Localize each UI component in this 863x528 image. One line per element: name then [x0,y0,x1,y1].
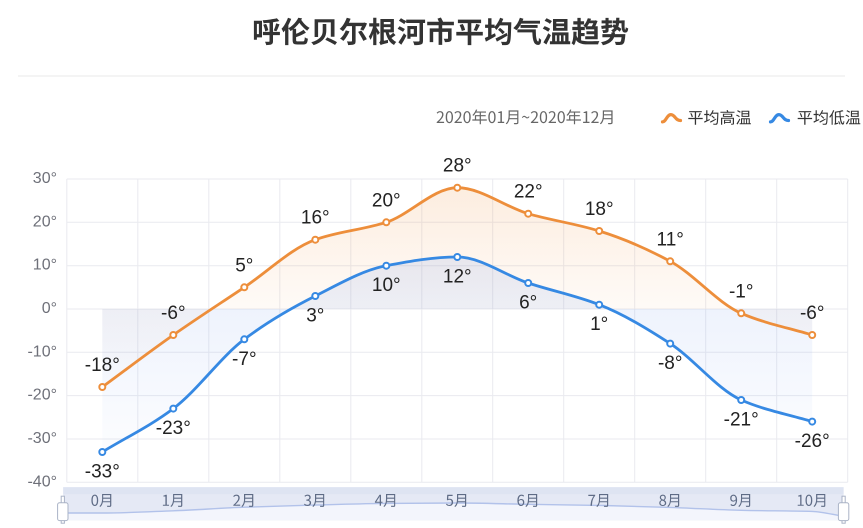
svg-text:1°: 1° [590,314,608,335]
svg-text:-1°: -1° [729,281,754,302]
svg-text:-10°: -10° [27,343,57,360]
svg-text:10°: 10° [372,275,401,296]
svg-text:28°: 28° [443,156,472,177]
svg-text:-8°: -8° [658,353,683,374]
svg-text:-6°: -6° [161,303,186,324]
svg-text:-30°: -30° [27,430,57,447]
svg-text:10°: 10° [33,257,57,274]
svg-text:20°: 20° [372,190,401,211]
svg-text:-18°: -18° [85,355,120,376]
svg-text:30°: 30° [33,170,57,187]
svg-text:-21°: -21° [724,410,759,431]
svg-text:-20°: -20° [27,387,57,404]
svg-text:18°: 18° [585,199,614,220]
svg-text:20°: 20° [33,213,57,230]
svg-text:12°: 12° [443,267,472,288]
svg-text:6°: 6° [519,293,537,314]
svg-text:22°: 22° [514,182,543,203]
svg-text:-33°: -33° [85,462,120,483]
svg-text:16°: 16° [301,208,330,229]
svg-text:3°: 3° [306,306,324,327]
svg-text:-23°: -23° [156,418,191,439]
svg-text:-7°: -7° [232,349,257,370]
svg-text:11°: 11° [657,229,684,250]
svg-text:5°: 5° [235,255,253,276]
svg-text:-26°: -26° [795,431,830,452]
svg-text:-6°: -6° [800,303,825,324]
svg-text:-40°: -40° [27,473,57,490]
svg-text:0°: 0° [42,300,57,317]
